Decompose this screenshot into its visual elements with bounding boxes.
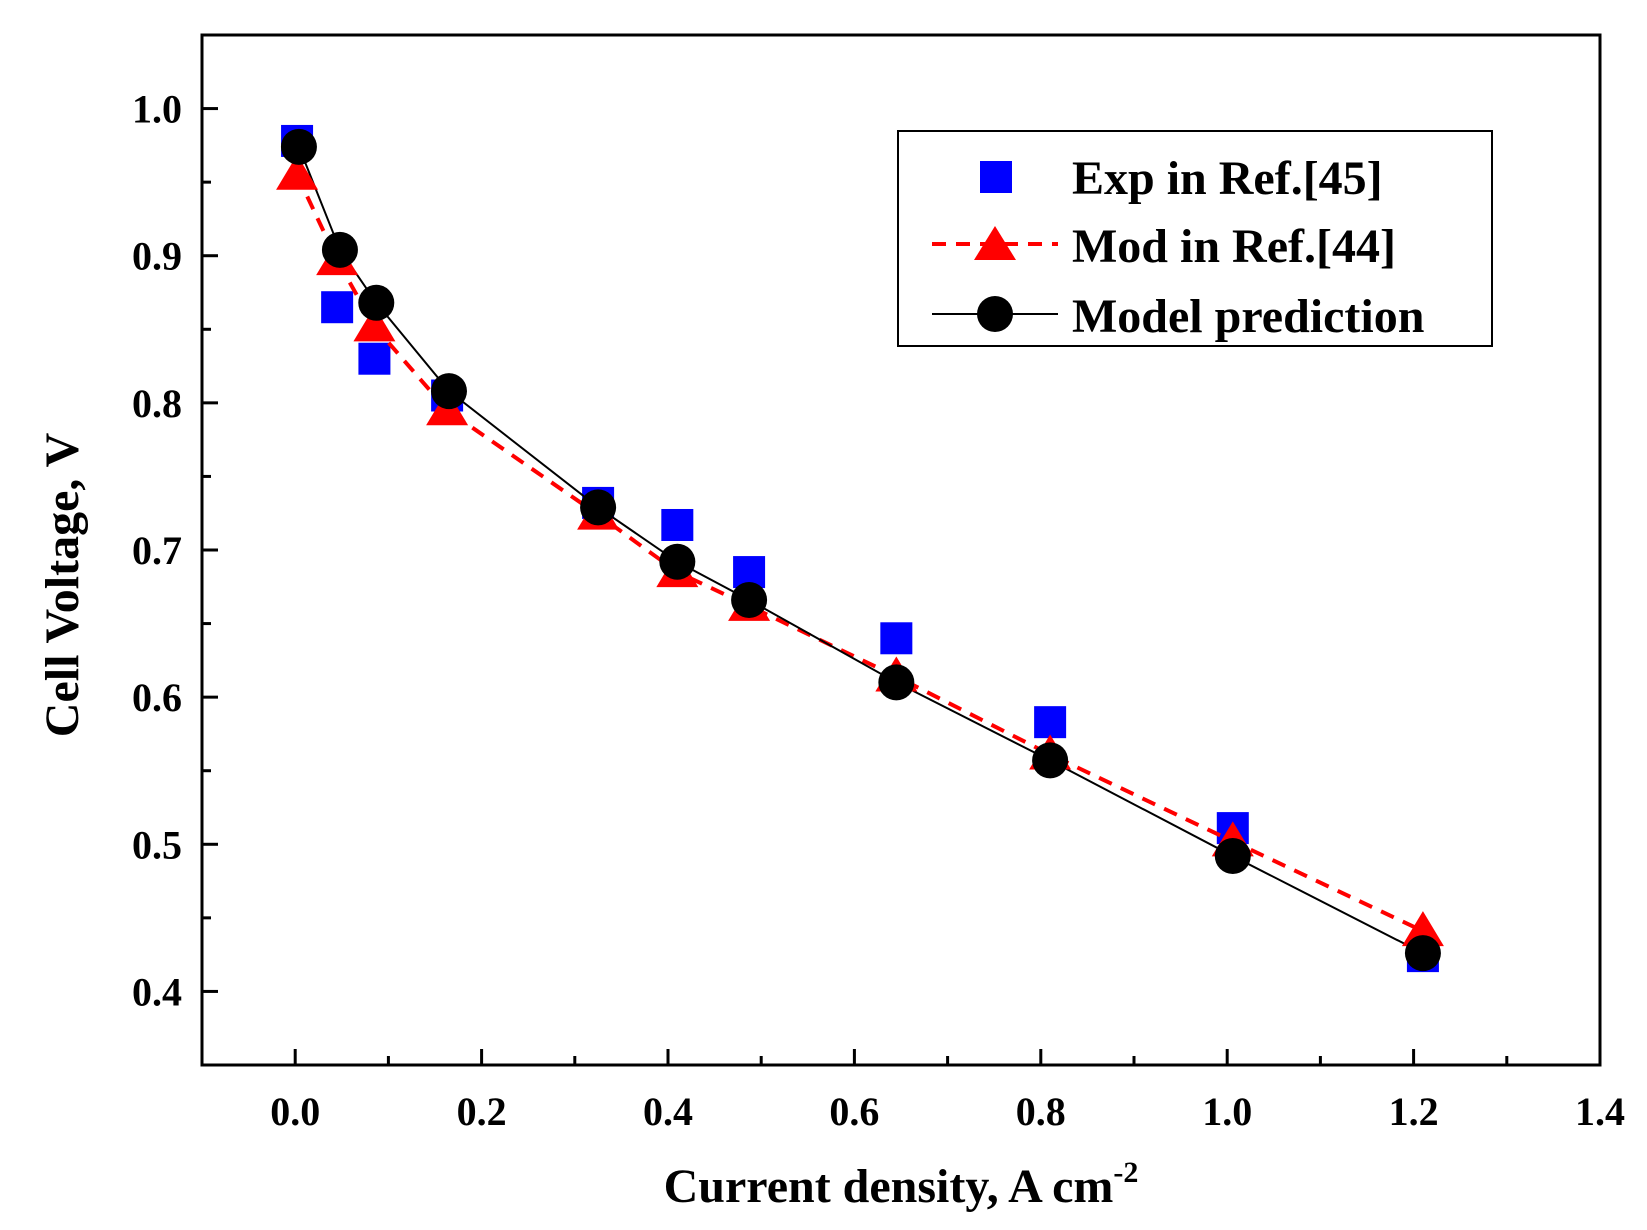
mod-triangle-point: [276, 154, 319, 190]
x-axis-title-superscript: -2: [1113, 1156, 1138, 1189]
model-circle-point: [280, 128, 317, 165]
x-tick-label: 0.2: [457, 1089, 507, 1134]
y-tick-label: 0.7: [132, 528, 182, 573]
y-tick-label: 0.8: [132, 381, 182, 426]
legend-circle-marker-icon: [977, 296, 1013, 332]
x-axis-title: Current density, A cm-2: [664, 1156, 1139, 1213]
x-axis-tick-labels: 0.0 0.2 0.4 0.6 0.8 1.0 1.2 1.4: [270, 1089, 1625, 1134]
model-circle-point: [659, 543, 696, 580]
y-tick-label: 0.9: [132, 234, 182, 279]
x-axis-ticks: [200, 1049, 1602, 1065]
mod-triangle-point: [353, 306, 396, 342]
y-axis-title: Cell Voltage, V: [36, 432, 89, 737]
y-axis-ticks: [202, 107, 218, 993]
x-tick-label: 0.6: [829, 1089, 879, 1134]
model-circle-point: [321, 231, 358, 268]
exp-square-point: [321, 291, 354, 324]
x-tick-label: 0.4: [643, 1089, 693, 1134]
model-circle-point: [580, 489, 617, 526]
x-tick-label: 1.0: [1202, 1089, 1252, 1134]
y-tick-label: 0.5: [132, 822, 182, 867]
model-circle-point: [731, 582, 768, 619]
legend: Exp in Ref.[45] Mod in Ref.[44] Model pr…: [897, 130, 1493, 347]
x-axis-title-text: Current density, A cm: [664, 1160, 1114, 1213]
x-tick-label: 1.4: [1575, 1089, 1625, 1134]
model-circle-point: [358, 284, 395, 321]
legend-label-model: Model prediction: [1072, 290, 1424, 343]
exp-square-point: [358, 342, 391, 375]
exp-square-point: [880, 622, 913, 655]
y-axis-tick-labels: 0.4 0.5 0.6 0.7 0.8 0.9 1.0: [132, 87, 182, 1015]
model-circle-point: [1032, 742, 1069, 779]
y-tick-label: 0.6: [132, 675, 182, 720]
x-tick-label: 0.0: [270, 1089, 320, 1134]
legend-label-exp: Exp in Ref.[45]: [1072, 152, 1383, 205]
model-circle-point: [1214, 838, 1251, 875]
x-tick-label: 1.2: [1389, 1089, 1439, 1134]
legend-triangle-marker-icon: [974, 226, 1016, 260]
legend-label-mod: Mod in Ref.[44]: [1072, 220, 1396, 273]
model-circle-point: [1404, 935, 1441, 972]
legend-square-marker-icon: [980, 161, 1012, 193]
plot-series: [276, 124, 1444, 973]
x-tick-label: 0.8: [1016, 1089, 1066, 1134]
y-tick-label: 1.0: [132, 87, 182, 132]
exp-square-point: [661, 508, 694, 541]
exp-square-point: [1034, 706, 1067, 739]
model-circle-point: [878, 664, 915, 701]
mod-triangle-point: [1401, 911, 1444, 947]
y-tick-label: 0.4: [132, 969, 182, 1014]
model-circle-point: [430, 373, 467, 410]
